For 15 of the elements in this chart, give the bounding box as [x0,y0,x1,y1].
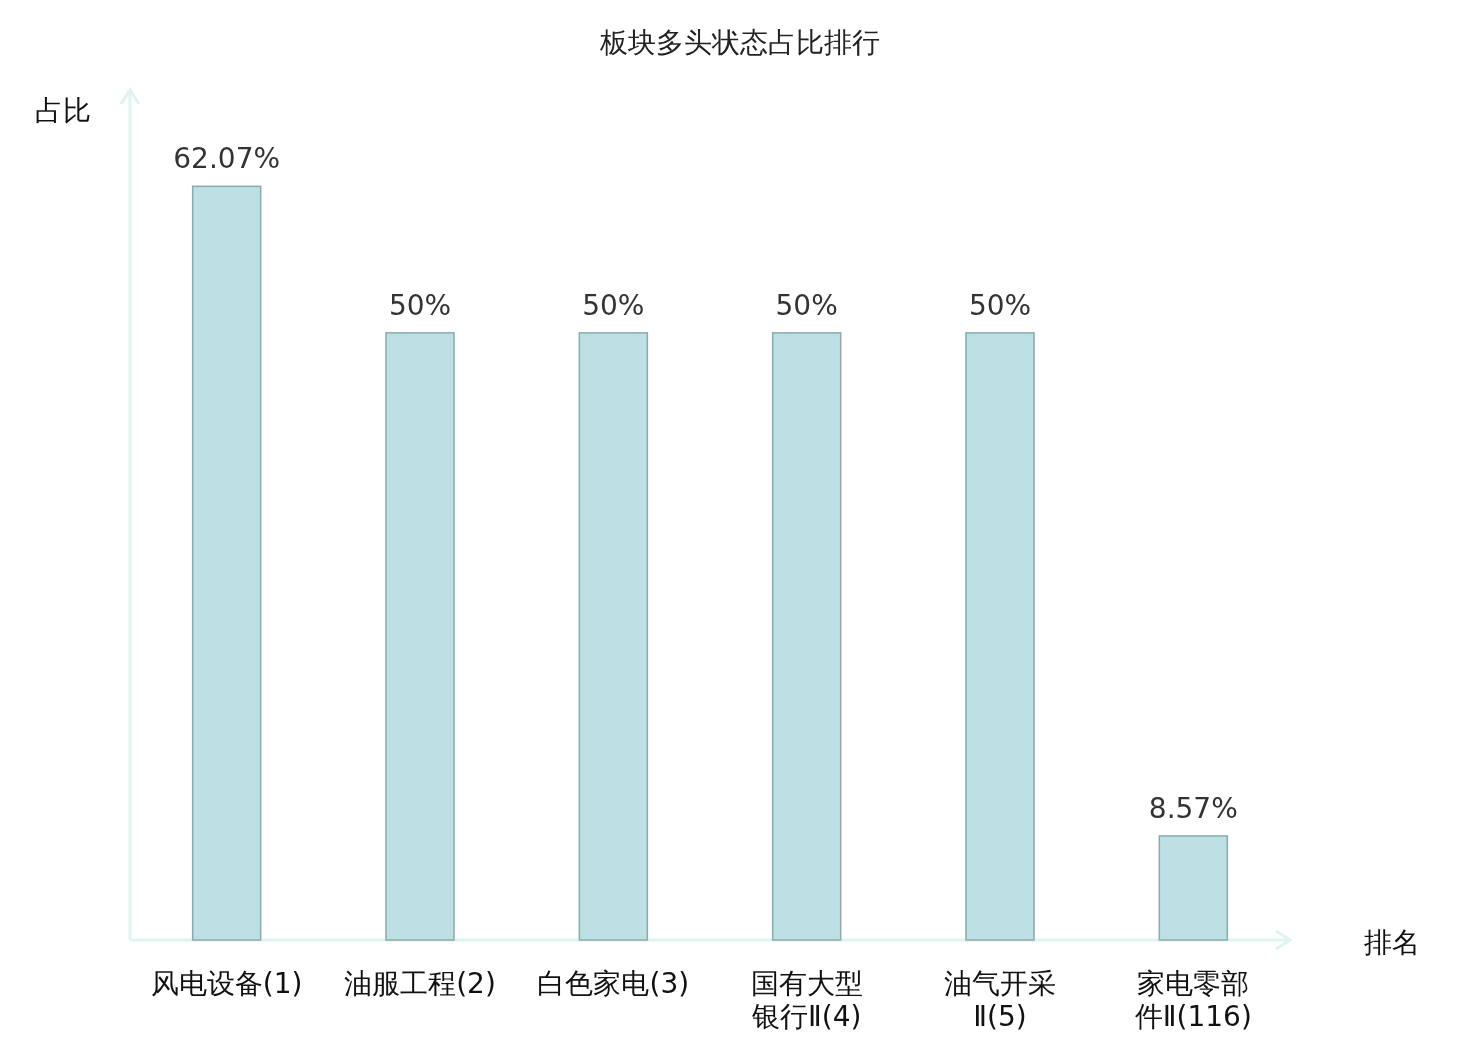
x-tick-label: 国有大型银行Ⅱ(4) [750,967,863,1033]
x-tick-label: 家电零部件Ⅱ(116) [1134,967,1252,1033]
data-label: 50% [582,288,645,322]
data-label: 50% [968,288,1032,322]
y-axis-title: 占比 [35,94,91,127]
x-tick-label: 风电设备(1) [150,967,303,1000]
data-label: 50% [388,288,452,322]
data-label: 8.57% [1148,791,1238,825]
x-tick-label: 油气开采Ⅱ(5) [944,967,1056,1033]
data-label: 50% [775,288,838,322]
chart-title: 板块多头状态占比排行 [599,26,880,59]
x-axis-title: 排名 [1364,926,1420,959]
x-tick-label: 油服工程(2) [344,967,496,1000]
data-label: 62.07% [173,142,281,176]
x-tick-label: 白色家电(3) [537,967,690,1000]
